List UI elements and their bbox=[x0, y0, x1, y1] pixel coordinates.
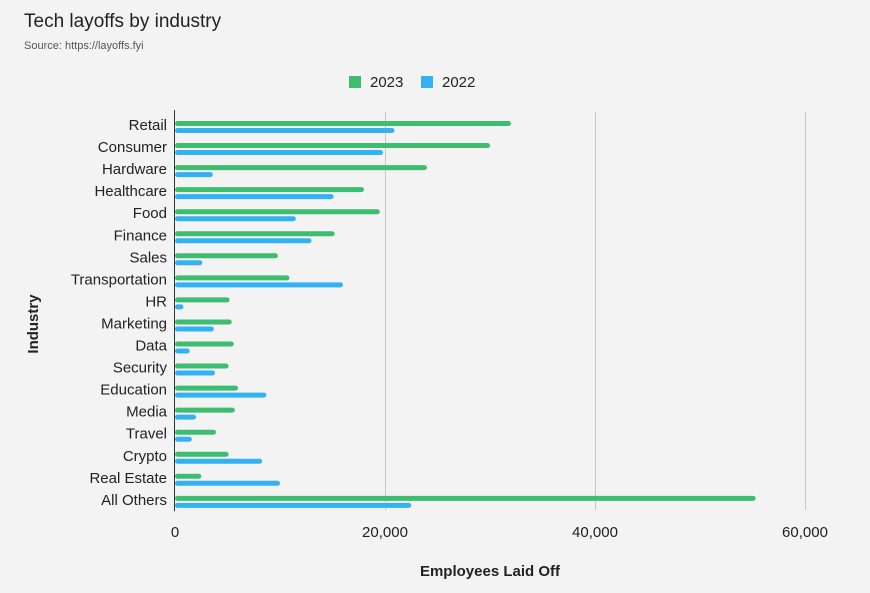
bar-2022 bbox=[175, 348, 190, 354]
bar-2023 bbox=[175, 187, 364, 193]
y-tick-label: Travel bbox=[126, 426, 167, 443]
y-tick-label: Hardware bbox=[102, 161, 167, 178]
bar-2023 bbox=[175, 473, 202, 479]
bar-2023 bbox=[175, 341, 234, 347]
bar-2022 bbox=[175, 216, 296, 222]
bar-2022 bbox=[175, 128, 395, 133]
bar-2022 bbox=[175, 150, 383, 156]
x-tick-label: 0 bbox=[171, 524, 179, 541]
bar-2023 bbox=[175, 297, 230, 303]
legend: 2023 2022 bbox=[349, 74, 475, 91]
x-tick-label: 60,000 bbox=[782, 524, 828, 541]
y-axis-title: Industry bbox=[25, 294, 42, 354]
x-tick-label: 40,000 bbox=[572, 524, 618, 541]
y-tick-label: Media bbox=[126, 404, 168, 421]
y-tick-label: HR bbox=[145, 293, 167, 310]
gridlines bbox=[385, 112, 806, 510]
bar-2023 bbox=[175, 363, 229, 369]
chart-subtitle: Source: https://layoffs.fyi bbox=[24, 40, 144, 52]
legend-swatch-2022 bbox=[421, 76, 433, 88]
bar-2023 bbox=[175, 209, 380, 215]
chart-title: Tech layoffs by industry bbox=[24, 11, 222, 32]
bars bbox=[175, 121, 756, 508]
bar-2022 bbox=[175, 502, 412, 508]
legend-label-2023: 2023 bbox=[370, 74, 403, 91]
x-axis-title: Employees Laid Off bbox=[420, 563, 561, 580]
bar-2022 bbox=[175, 194, 334, 200]
bar-2023 bbox=[175, 165, 427, 171]
bar-2023 bbox=[175, 143, 490, 149]
y-tick-label: Education bbox=[100, 382, 167, 399]
y-tick-label: Crypto bbox=[123, 448, 167, 465]
bar-2023 bbox=[175, 385, 238, 391]
y-tick-label: Retail bbox=[129, 117, 167, 134]
bar-2023 bbox=[175, 275, 290, 281]
bar-2022 bbox=[175, 282, 343, 288]
y-tick-label: Data bbox=[135, 338, 167, 355]
bar-2022 bbox=[175, 436, 192, 442]
y-tick-label: Transportation bbox=[71, 271, 167, 288]
y-tick-label: All Others bbox=[101, 492, 167, 509]
bar-2022 bbox=[175, 414, 196, 420]
bar-2023 bbox=[175, 451, 229, 457]
bar-2023 bbox=[175, 231, 335, 237]
bar-2023 bbox=[175, 429, 216, 435]
bar-2022 bbox=[175, 392, 267, 398]
y-tick-label: Food bbox=[133, 205, 167, 222]
bar-2022 bbox=[175, 370, 215, 376]
y-tick-label: Marketing bbox=[101, 315, 167, 332]
bar-2023 bbox=[175, 121, 511, 126]
bar-2022 bbox=[175, 458, 263, 464]
x-axis-tick-labels: 0 20,000 40,000 60,000 bbox=[171, 524, 828, 541]
bar-2023 bbox=[175, 253, 278, 259]
bar-2022 bbox=[175, 304, 184, 310]
y-tick-label: Sales bbox=[129, 249, 167, 266]
bar-2023 bbox=[175, 495, 756, 501]
y-tick-label: Healthcare bbox=[94, 183, 167, 200]
x-tick-label: 20,000 bbox=[362, 524, 408, 541]
bar-2022 bbox=[175, 480, 280, 486]
y-tick-label: Security bbox=[113, 360, 168, 377]
bar-2022 bbox=[175, 260, 203, 266]
bar-2022 bbox=[175, 238, 312, 244]
bar-2022 bbox=[175, 172, 213, 178]
legend-label-2022: 2022 bbox=[442, 74, 475, 91]
y-axis-tick-labels: Retail Consumer Hardware Healthcare Food Fina… bbox=[71, 117, 168, 509]
y-tick-label: Real Estate bbox=[89, 470, 167, 487]
bar-2023 bbox=[175, 319, 232, 325]
bar-2022 bbox=[175, 326, 214, 332]
bar-2023 bbox=[175, 407, 235, 413]
y-tick-label: Consumer bbox=[98, 139, 167, 156]
legend-swatch-2023 bbox=[349, 76, 361, 88]
y-tick-label: Finance bbox=[114, 227, 167, 244]
